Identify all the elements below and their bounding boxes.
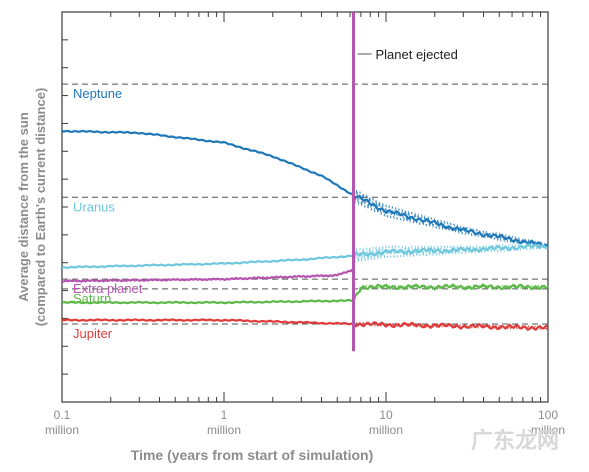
x-tick-label: 10 (379, 408, 393, 422)
watermark: 广东龙网 (471, 428, 559, 454)
planet-ejected-label: Planet ejected (375, 47, 457, 62)
series-variant-uranus (353, 243, 549, 263)
series-variant-jupiter (353, 321, 549, 331)
x-tick-sublabel: million (369, 423, 403, 437)
series-line-extra-planet (61, 268, 354, 283)
series-label-neptune: Neptune (73, 86, 122, 101)
x-tick-label: 100 (538, 408, 558, 422)
plot-frame (61, 11, 549, 403)
series-label-extra-planet: Extra planet (73, 281, 143, 296)
x-tick-sublabel: million (207, 423, 241, 437)
initial-level-guides (62, 83, 548, 325)
x-axis-title: Time (years from start of simulation) (131, 447, 373, 463)
plot-area: Planet ejected Neptune Uranus Extra planet… (61, 11, 549, 403)
series-line-saturn (61, 283, 549, 305)
series-label-saturn: Saturn (73, 291, 111, 306)
series-variant-saturn (353, 284, 549, 300)
y-axis-subtitle: (compared to Earth's current distance) (33, 88, 48, 327)
event-layer: Planet ejected (351, 12, 458, 352)
series-line-jupiter (61, 318, 549, 331)
x-tick-label: 0.1 (54, 408, 71, 422)
x-axis-ticks (61, 12, 542, 402)
series-layer (61, 129, 549, 331)
x-tick-sublabel: million (45, 423, 79, 437)
series-label-jupiter: Jupiter (73, 326, 113, 341)
x-tick-label: 1 (221, 408, 228, 422)
y-axis-title: Average distance from the sun (16, 112, 31, 302)
series-line-uranus (61, 243, 549, 270)
series-line-neptune (61, 129, 549, 248)
x-tick-sublabel: million (531, 423, 565, 437)
y-axis-ticks (62, 39, 68, 375)
series-label-uranus: Uranus (73, 199, 115, 214)
series-variant-neptune (353, 188, 549, 249)
